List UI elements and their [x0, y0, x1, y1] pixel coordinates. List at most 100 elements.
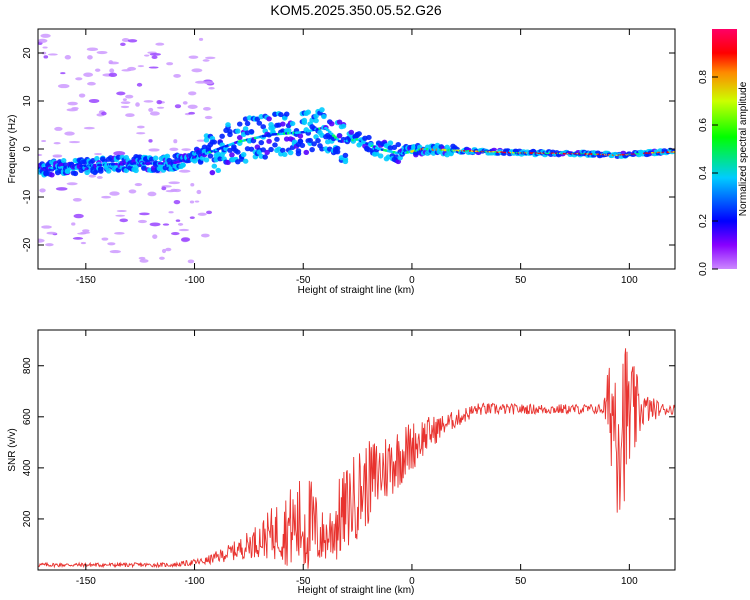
- spectrogram-ridge-core: [331, 134, 336, 137]
- snr-y-tick-label: 800: [22, 357, 33, 374]
- spectrogram-noise-blob: [148, 66, 159, 69]
- spectrogram-noise-blob: [121, 38, 130, 43]
- spectrogram-ridge-blob: [299, 142, 306, 148]
- colorbar: 0.0 0.2 0.4 0.6 0.8 Normalized spectral ampl…: [698, 29, 749, 276]
- spectrogram-noise-blob: [108, 72, 118, 78]
- spectrogram-noise-blob: [197, 212, 207, 216]
- spectrogram-ridge-blob: [234, 149, 241, 155]
- spectrogram-noise-blob: [187, 104, 198, 109]
- snr-x-tick-label: -150: [76, 576, 96, 587]
- spectrogram-ridge-blob: [264, 149, 270, 156]
- spectrogram-ridge-blob: [229, 152, 235, 158]
- spectrogram-ridge-blob: [105, 168, 112, 174]
- spectrogram-noise-blob: [136, 132, 146, 135]
- spectrogram-noise-blob: [181, 237, 191, 242]
- spectrogram-ridge-blob: [313, 113, 319, 119]
- colorbar-tick-label: 0.4: [698, 166, 709, 180]
- spectrogram-noise-blob: [143, 100, 154, 103]
- spectrogram-noise-blob: [149, 222, 161, 227]
- spectrogram-noise-blob: [181, 148, 191, 151]
- spectrogram-ridge-blob: [377, 153, 384, 159]
- spectrogram-ridge-blob: [387, 140, 394, 146]
- spectrogram-y-tick-label: 20: [22, 47, 33, 59]
- spectrogram-ridge-blob: [236, 121, 243, 127]
- spectrogram-ridge-blob: [260, 147, 267, 153]
- spectrogram-noise-blob: [46, 231, 57, 235]
- spectrogram-noise-blob: [202, 59, 210, 62]
- spectrogram-ridge-blob: [203, 137, 210, 143]
- spectrogram-noise-blob: [137, 65, 145, 68]
- spectrogram-noise-blob: [120, 105, 130, 109]
- spectrogram-ridge-blob: [391, 144, 398, 150]
- spectrogram-ridge-blob: [225, 122, 231, 128]
- spectrogram-ridge-blob: [94, 155, 100, 162]
- spectrogram-noise-blob: [60, 72, 66, 75]
- spectrogram-noise-blob: [147, 191, 157, 197]
- spectrogram-noise-blob: [109, 191, 120, 196]
- spectrogram-ridge-blob: [395, 141, 402, 148]
- spectrogram-noise-blob: [191, 68, 203, 73]
- spectrogram-noise-blob: [204, 56, 216, 60]
- spectrogram-noise-blob: [42, 46, 48, 49]
- snr-frame: [37, 329, 676, 571]
- spectrogram-ridge-blob: [72, 170, 79, 177]
- spectrogram-noise-blob: [159, 256, 165, 260]
- spectrogram-noise-blob: [139, 259, 149, 263]
- spectrogram-ridge-blob: [219, 133, 225, 139]
- spectrogram-ridge-blob: [227, 131, 233, 138]
- spectrogram-noise-blob: [156, 100, 163, 105]
- spectrogram-ridge-blob: [250, 138, 257, 144]
- spectrogram-x-tick-label: 100: [621, 275, 638, 286]
- spectrogram-noise-blob: [148, 107, 154, 112]
- spectrogram-noise-blob: [82, 229, 90, 233]
- spectrogram-ridge-blob: [123, 167, 130, 174]
- spectrogram-noise-blob: [151, 55, 158, 59]
- spectrogram-x-tick-label: 50: [515, 275, 527, 286]
- spectrogram-ridge-blob: [342, 158, 349, 165]
- snr-y-tick-label: 400: [22, 459, 33, 476]
- spectrogram-ridge-blob: [274, 136, 280, 142]
- spectrogram-ridge-blob: [272, 142, 278, 148]
- spectrogram-y-tick-label: 0: [22, 146, 33, 152]
- spectrogram-ridge-blob: [180, 162, 186, 168]
- spectrogram-noise-blob: [120, 101, 131, 104]
- spectrogram-noise-blob: [52, 155, 62, 158]
- spectrogram-noise-blob: [190, 182, 195, 187]
- spectrogram-noise-blob: [127, 39, 138, 43]
- spectrogram-noise-blob: [43, 55, 49, 59]
- spectrogram-ridge-blob: [209, 170, 216, 176]
- snr-x-tick-label: -100: [185, 576, 205, 587]
- spectrogram-ridge-blob: [248, 129, 255, 135]
- spectrogram-noise-blob: [189, 200, 195, 204]
- snr-y-label: SNR (v/v): [7, 428, 18, 471]
- spectrogram-ridge-blob: [620, 150, 627, 155]
- spectrogram-noise-blob: [115, 214, 126, 217]
- spectrogram-noise-blob: [108, 60, 114, 65]
- spectrogram-noise-blob: [196, 139, 206, 142]
- spectrogram-ridge-core: [327, 130, 332, 134]
- spectrogram-y-tick-label: 10: [22, 95, 33, 107]
- spectrogram-noise-blob: [38, 38, 48, 43]
- spectrogram-noise-blob: [38, 153, 43, 156]
- spectrogram-noise-blob: [138, 212, 150, 216]
- spectrogram-ridge-blob: [279, 147, 286, 153]
- spectrogram-noise-blob: [87, 55, 93, 60]
- spectrogram-ridge-blob: [211, 139, 218, 145]
- spectrogram-y-label: Frequency (Hz): [7, 115, 18, 184]
- spectrogram-noise-blob: [198, 37, 204, 41]
- spectrogram-noise-blob: [109, 68, 115, 73]
- spectrogram-ridge-blob: [501, 152, 507, 156]
- spectrogram-ridge-blob: [266, 116, 272, 122]
- spectrogram-noise-blob: [113, 151, 126, 156]
- spectrogram-noise-blob: [39, 188, 46, 193]
- spectrogram-noise-blob: [166, 62, 174, 66]
- spectrogram-noise-blob: [86, 47, 99, 52]
- snr-x-tick-label: 0: [409, 576, 415, 587]
- spectrogram-ridge-blob: [217, 156, 223, 162]
- spectrogram-noise-blob: [54, 126, 63, 131]
- spectrogram-noise-blob: [188, 111, 196, 115]
- spectrogram-noise-blob: [87, 81, 96, 86]
- spectrogram-noise-blob: [152, 234, 158, 239]
- spectrogram-noise-blob: [135, 102, 140, 107]
